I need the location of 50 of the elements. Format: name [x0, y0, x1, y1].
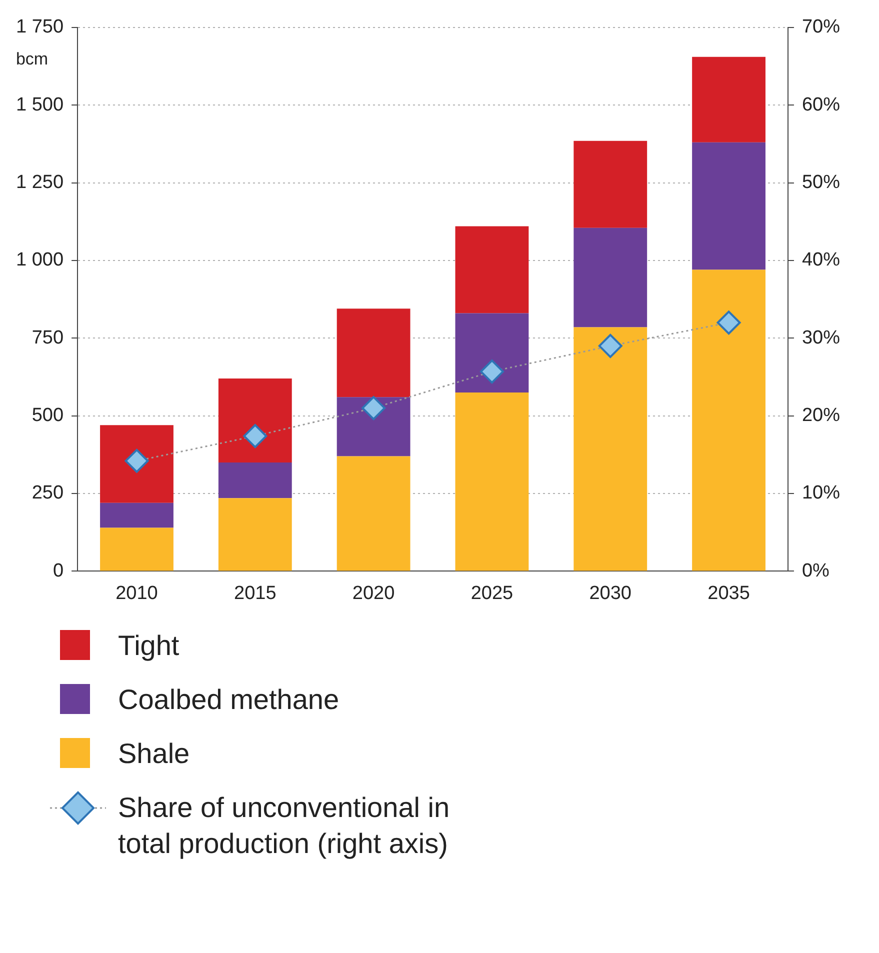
- y-tick-label: 1 750: [16, 16, 64, 38]
- bar: [692, 270, 766, 571]
- bar: [574, 140, 648, 228]
- y2-tick-label: 0%: [802, 560, 830, 582]
- point: [362, 396, 386, 420]
- bar: [100, 425, 174, 503]
- bar: [574, 228, 648, 328]
- point: [480, 360, 504, 384]
- y-tick-label: 0: [52, 560, 64, 582]
- y2-tick-label: 70%: [802, 16, 840, 38]
- y2-tick-label: 30%: [802, 327, 840, 348]
- y2-tick-label: 60%: [802, 94, 840, 116]
- x-tick-label: 2030: [589, 582, 632, 604]
- y-axis-title: bcm: [16, 50, 48, 69]
- x-tick-label: 2025: [470, 582, 514, 604]
- legend-label: Tight: [118, 629, 180, 663]
- y2-tick-label: 40%: [802, 250, 840, 271]
- y-tick-label: 250: [32, 482, 64, 504]
- x-tick-label: 2010: [116, 582, 158, 604]
- y-tick-label: 1 000: [16, 250, 64, 271]
- bar: [455, 226, 529, 314]
- legend-label: Share of unconventional in total production (right axis): [118, 791, 451, 861]
- point: [243, 424, 268, 448]
- x-tick-label: 2015: [234, 582, 276, 604]
- bar: [336, 456, 410, 571]
- bar: [336, 397, 410, 456]
- bar: [692, 56, 766, 142]
- bar: [455, 392, 529, 571]
- bar: [574, 327, 648, 571]
- bar: [455, 313, 529, 393]
- bar: [692, 142, 766, 270]
- legend-label: Shale: [118, 737, 190, 771]
- bar: [218, 462, 292, 498]
- y-tick-label: 1 250: [16, 172, 64, 194]
- x-tick-label: 2020: [352, 582, 395, 604]
- bar: [336, 308, 410, 398]
- bar: [218, 498, 292, 571]
- x-tick-label: 2035: [708, 582, 750, 604]
- y-tick-label: 750: [32, 327, 64, 348]
- y2-tick-label: 50%: [802, 172, 840, 194]
- bar: [218, 378, 292, 462]
- legend-label: Coalbed methane: [118, 683, 340, 717]
- y2-tick-label: 10%: [802, 482, 840, 504]
- point: [598, 334, 622, 358]
- bar: [100, 502, 174, 528]
- y-tick-label: 500: [32, 405, 64, 426]
- point: [716, 310, 741, 335]
- y2-tick-label: 20%: [802, 405, 840, 426]
- bar: [100, 528, 174, 571]
- y-tick-label: 1 500: [16, 94, 64, 116]
